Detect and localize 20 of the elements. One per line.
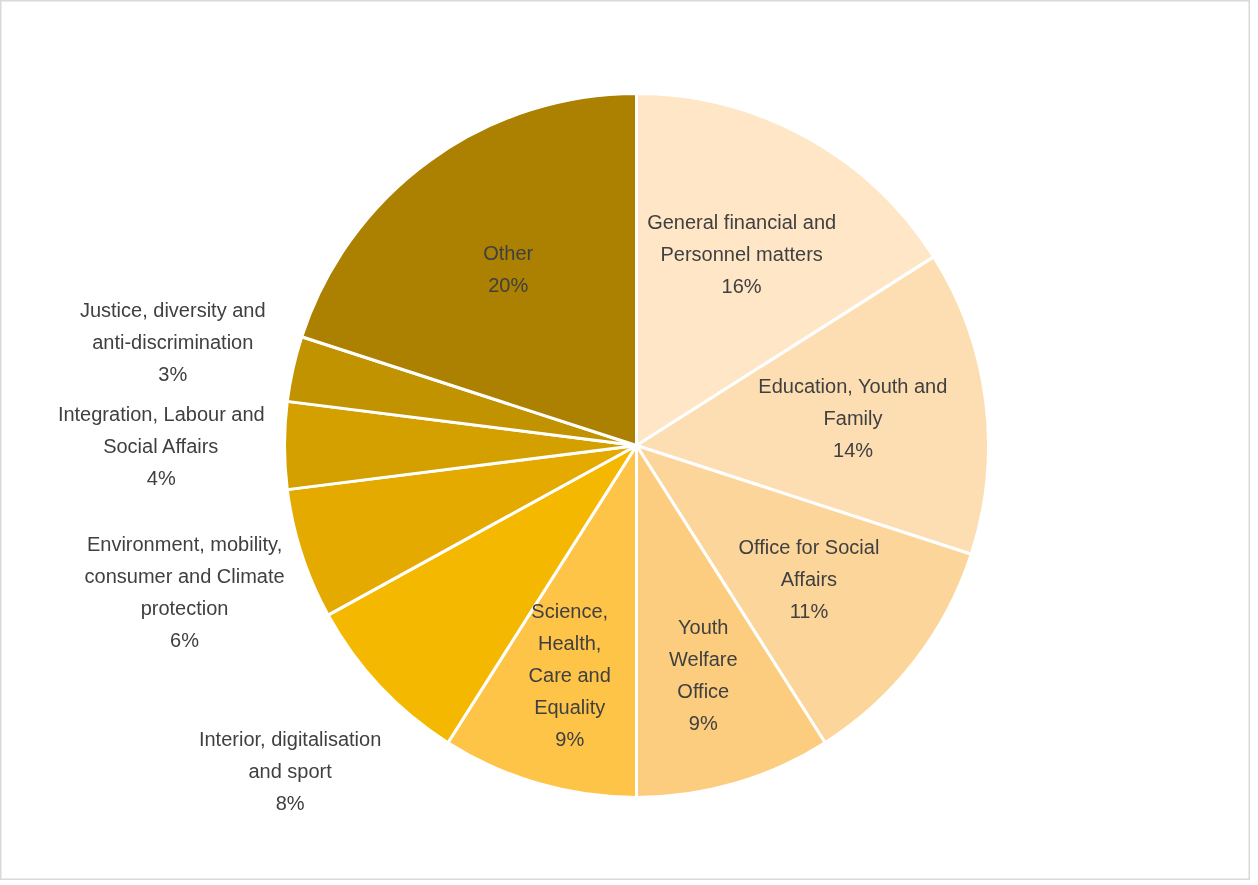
slice-label: General financial and Personnel matters (647, 211, 837, 266)
slice-label: Other (483, 241, 534, 264)
data-label: 4% (146, 466, 176, 489)
data-label: 9% (688, 712, 718, 735)
data-label: 9% (555, 728, 585, 751)
data-label: 20% (488, 273, 529, 296)
slice-label: Science, Health, Care and Equality (528, 600, 611, 719)
slice-label: Justice, diversity and anti-discrimination (79, 298, 266, 353)
data-label: 3% (158, 362, 188, 385)
slice-label: Integration, Labour and Social Affairs (57, 402, 265, 457)
data-label: 6% (170, 629, 200, 652)
data-label: 16% (721, 275, 762, 298)
slice-label: Education, Youth and Family (758, 375, 948, 430)
data-label: 14% (833, 439, 874, 462)
data-label: 8% (275, 791, 305, 814)
slice-label: Environment, mobility, consumer and Climate protection (84, 533, 285, 620)
slice-label: Youth Welfare Office (669, 616, 738, 703)
slice-label: Office for Social Affairs (738, 536, 880, 591)
slice-label: Interior, digitalisation and sport (198, 727, 382, 782)
data-label: 11% (789, 600, 829, 623)
